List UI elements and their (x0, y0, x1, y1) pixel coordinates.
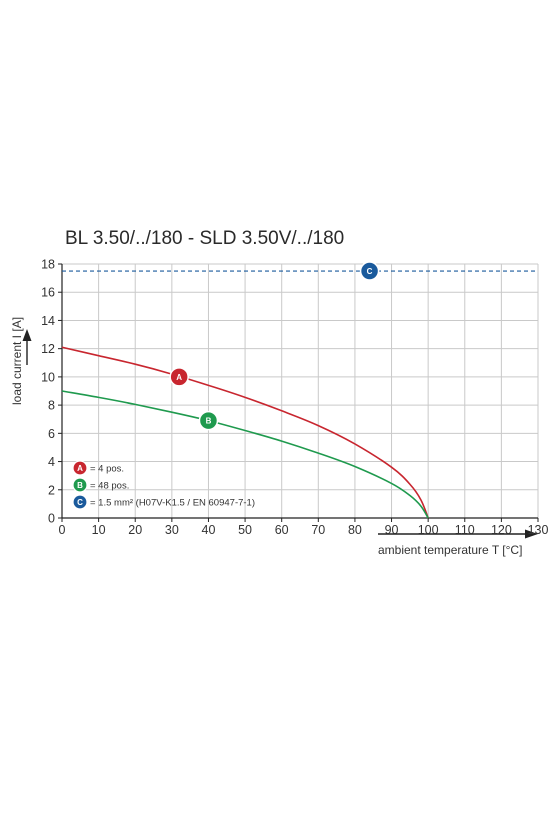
chart-title: BL 3.50/../180 - SLD 3.50V/../180 (65, 228, 344, 249)
grid (62, 263, 539, 518)
legend-text-c: = 1.5 mm² (H07V-K1.5 / EN 60947-7-1) (90, 498, 255, 509)
series-line-a (61, 346, 429, 519)
x-tick-label: 120 (491, 523, 512, 537)
series-marker-a (169, 367, 189, 387)
legend-marker-label-c: C (77, 498, 83, 507)
series-marker-label-a: A (176, 373, 182, 382)
y-ticks: 0 2 4 6 8 10 12 14 16 18 (41, 258, 62, 526)
x-tick-label: 10 (92, 523, 106, 537)
series-marker-label-c: C (367, 267, 373, 276)
legend-marker-label-a: A (77, 464, 83, 473)
x-tick-label: 100 (418, 523, 439, 537)
x-tick-label: 90 (385, 523, 399, 537)
y-tick-label: 6 (48, 427, 55, 441)
x-tick-label: 80 (348, 523, 362, 537)
y-tick-label: 0 (48, 512, 55, 526)
y-tick-label: 18 (41, 258, 55, 272)
x-ticks: 0 10 20 30 40 50 60 70 80 90 100 110 120 130 (59, 518, 549, 537)
legend-marker-b (72, 477, 88, 493)
y-axis-arrow-head (22, 329, 32, 341)
series-marker-b (198, 410, 219, 431)
y-tick-label: 12 (41, 342, 55, 356)
x-tick-label: 20 (128, 523, 142, 537)
legend-marker-a (72, 460, 88, 476)
legend-text-b: = 48 pos. (90, 481, 129, 492)
y-tick-label: 4 (48, 455, 55, 469)
y-tick-label: 8 (48, 399, 55, 413)
y-tick-label: 2 (48, 483, 55, 497)
series-marker-c (359, 261, 380, 281)
legend-text-a: = 4 pos. (90, 464, 124, 475)
x-tick-label: 70 (311, 523, 325, 537)
series-marker-label-b: B (206, 417, 212, 426)
x-tick-label: 130 (528, 523, 549, 537)
x-tick-label: 0 (59, 523, 66, 537)
x-tick-label: 30 (165, 523, 179, 537)
legend-marker-c (72, 494, 88, 510)
y-tick-label: 16 (41, 286, 55, 300)
legend: A = 4 pos. B = 48 pos. C = 1.5 mm² (H07V-K1.5… (72, 460, 255, 510)
y-tick-label: 14 (41, 314, 55, 328)
y-tick-label: 10 (41, 370, 55, 384)
legend-marker-label-b: B (77, 481, 83, 490)
x-tick-label: 50 (238, 523, 252, 537)
y-axis-label: load current I [A] (10, 317, 24, 405)
x-tick-label: 60 (275, 523, 289, 537)
x-tick-label: 110 (455, 523, 475, 537)
x-axis-label: ambient temperature T [°C] (378, 543, 522, 557)
x-axis-arrow-head (525, 529, 538, 539)
series-group: ABC (61, 261, 538, 519)
series-line-b (61, 390, 429, 519)
x-tick-label: 40 (202, 523, 216, 537)
